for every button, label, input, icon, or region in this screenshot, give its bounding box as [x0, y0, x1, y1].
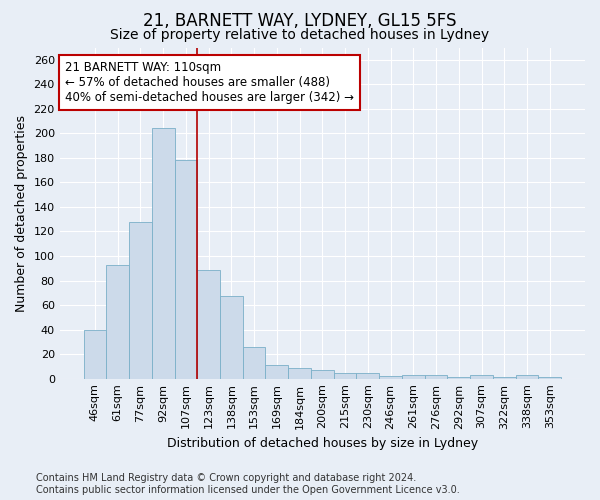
Bar [356, 372, 379, 378]
Y-axis label: Number of detached properties: Number of detached properties [15, 114, 28, 312]
Bar [334, 372, 356, 378]
Bar [515, 375, 538, 378]
Bar [152, 128, 175, 378]
Bar [311, 370, 334, 378]
Bar [243, 347, 265, 378]
Text: 21, BARNETT WAY, LYDNEY, GL15 5FS: 21, BARNETT WAY, LYDNEY, GL15 5FS [143, 12, 457, 30]
Text: Contains HM Land Registry data © Crown copyright and database right 2024.
Contai: Contains HM Land Registry data © Crown c… [36, 474, 460, 495]
Bar [379, 376, 402, 378]
X-axis label: Distribution of detached houses by size in Lydney: Distribution of detached houses by size … [167, 437, 478, 450]
Bar [106, 264, 129, 378]
Bar [83, 330, 106, 378]
Bar [288, 368, 311, 378]
Bar [425, 375, 448, 378]
Text: Size of property relative to detached houses in Lydney: Size of property relative to detached ho… [110, 28, 490, 42]
Bar [220, 296, 243, 378]
Bar [402, 375, 425, 378]
Text: 21 BARNETT WAY: 110sqm
← 57% of detached houses are smaller (488)
40% of semi-de: 21 BARNETT WAY: 110sqm ← 57% of detached… [65, 60, 354, 104]
Bar [470, 375, 493, 378]
Bar [265, 365, 288, 378]
Bar [175, 160, 197, 378]
Bar [129, 222, 152, 378]
Bar [197, 270, 220, 378]
